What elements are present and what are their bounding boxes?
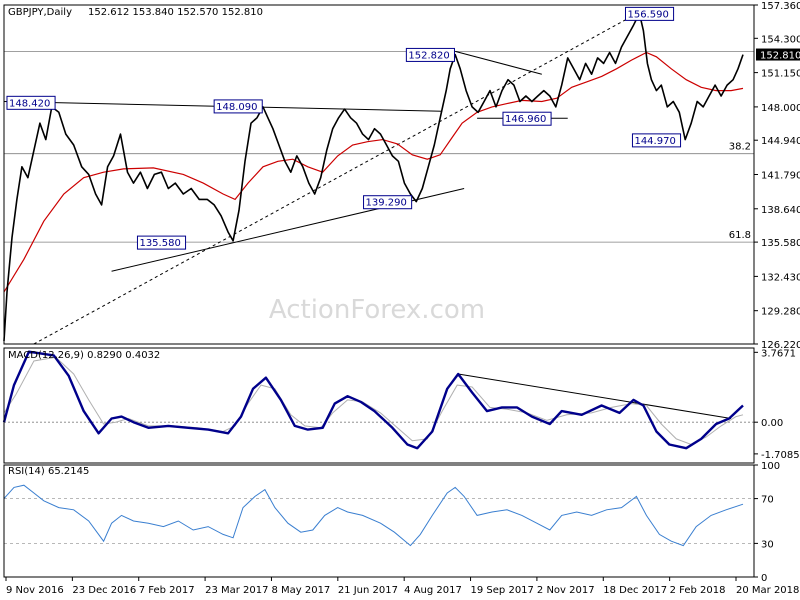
rsi-tick-label: 70 [761, 495, 774, 506]
panel-frame-macd [3, 347, 755, 464]
x-tick-label: 21 Jun 2017 [338, 585, 398, 596]
macd-tick-label: 0.00 [761, 418, 783, 429]
price-panel-levels: 38.2 61.8 [4, 50, 754, 243]
macd-y-axis: 3.7671 0.00 -1.7085 [754, 348, 800, 461]
price-line [3, 12, 744, 342]
price-annotation-box [213, 99, 263, 114]
y-tick-label: 138.640 [761, 205, 800, 216]
price-annotation-box [363, 195, 413, 210]
macd-series [2, 350, 744, 450]
price-series [3, 12, 744, 342]
panel-frames [3, 4, 755, 578]
x-tick-label: 4 Aug 2017 [404, 585, 462, 596]
price-annotation-box [502, 111, 552, 126]
macd-trendline [458, 373, 732, 419]
rsi-tick-label: 100 [761, 461, 780, 472]
macd-panel-levels [4, 373, 754, 423]
x-tick-label: 2 Nov 2017 [537, 585, 595, 596]
moving-average-line [3, 51, 744, 293]
price-y-axis: 157.360 154.300 151.150 148.000 144.940 141.7… [754, 1, 800, 351]
chart-symbol: GBPJPY,Daily [8, 7, 72, 18]
x-axis: 9 Nov 2016 23 Dec 2016 7 Feb 2017 23 Mar 20… [5, 577, 799, 596]
fib-label: 61.8 [729, 230, 751, 241]
x-tick-label: 9 Nov 2016 [6, 585, 64, 596]
y-tick-label: 148.000 [761, 103, 800, 114]
y-tick-label: 157.360 [761, 1, 800, 12]
price-annotation-box [624, 6, 675, 21]
price-annotation-label: 152.820 [408, 50, 449, 61]
price-annotation-label: 148.420 [9, 98, 50, 109]
y-tick-label: 126.220 [761, 340, 800, 351]
last-price-tag [756, 48, 800, 61]
rsi-tick-label: 0 [761, 573, 767, 584]
x-tick-label: 23 Dec 2016 [72, 585, 136, 596]
panel-frame-price [3, 4, 755, 345]
macd-tick-label: -1.7085 [761, 450, 800, 461]
price-annotation-box [6, 95, 56, 110]
rsi-panel-levels [4, 498, 754, 544]
price-annotation-label: 135.580 [139, 238, 180, 249]
price-annotation-label: 139.290 [366, 198, 407, 209]
y-tick-label: 129.280 [761, 307, 800, 318]
price-annotation-box [631, 133, 682, 148]
rsi-title: RSI(14) 65.2145 [8, 466, 89, 477]
rsi-line [3, 484, 744, 547]
price-annotation-box [136, 235, 187, 250]
macd-signal-line [3, 356, 744, 446]
price-annotation-box [405, 47, 455, 62]
trendline [33, 10, 642, 345]
macd-line [2, 350, 744, 450]
rsi-y-axis: 100 70 30 0 [754, 461, 780, 584]
x-tick-label: 8 May 2017 [271, 585, 330, 596]
y-tick-label: 135.580 [761, 238, 800, 249]
x-tick-label: 18 Dec 2017 [603, 585, 667, 596]
x-tick-label: 20 Mar 2018 [736, 585, 799, 596]
price-annotation-label: 156.590 [627, 9, 668, 20]
y-tick-label: 132.430 [761, 272, 800, 283]
price-annotation-label: 144.970 [634, 136, 675, 147]
rsi-series [3, 484, 744, 547]
chart-ohlc: 152.612 153.840 152.570 152.810 [88, 7, 263, 18]
macd-tick-label: 3.7671 [761, 348, 796, 359]
last-price-label: 152.810 [760, 51, 800, 62]
price-annotation-label: 146.960 [505, 114, 546, 125]
panel-frame-rsi [3, 464, 755, 578]
rsi-tick-label: 30 [761, 539, 774, 550]
x-tick-label: 19 Sep 2017 [471, 585, 534, 596]
fib-label: 38.2 [729, 142, 751, 153]
price-annotations: 156.590 152.820 148.420 148.090 146.960 144.9… [6, 6, 682, 250]
price-annotation-label: 148.090 [216, 102, 257, 113]
x-tick-label: 2 Feb 2018 [670, 585, 726, 596]
y-tick-label: 144.940 [761, 136, 800, 147]
trendline [455, 50, 542, 75]
macd-title: MACD(12,26,9) 0.8290 0.4032 [8, 350, 160, 361]
y-tick-label: 151.150 [761, 69, 800, 80]
x-tick-label: 23 Mar 2017 [205, 585, 268, 596]
y-tick-label: 154.300 [761, 34, 800, 45]
watermark: ActionForex.com [269, 295, 485, 325]
x-tick-label: 7 Feb 2017 [139, 585, 195, 596]
y-tick-label: 141.790 [761, 171, 800, 182]
